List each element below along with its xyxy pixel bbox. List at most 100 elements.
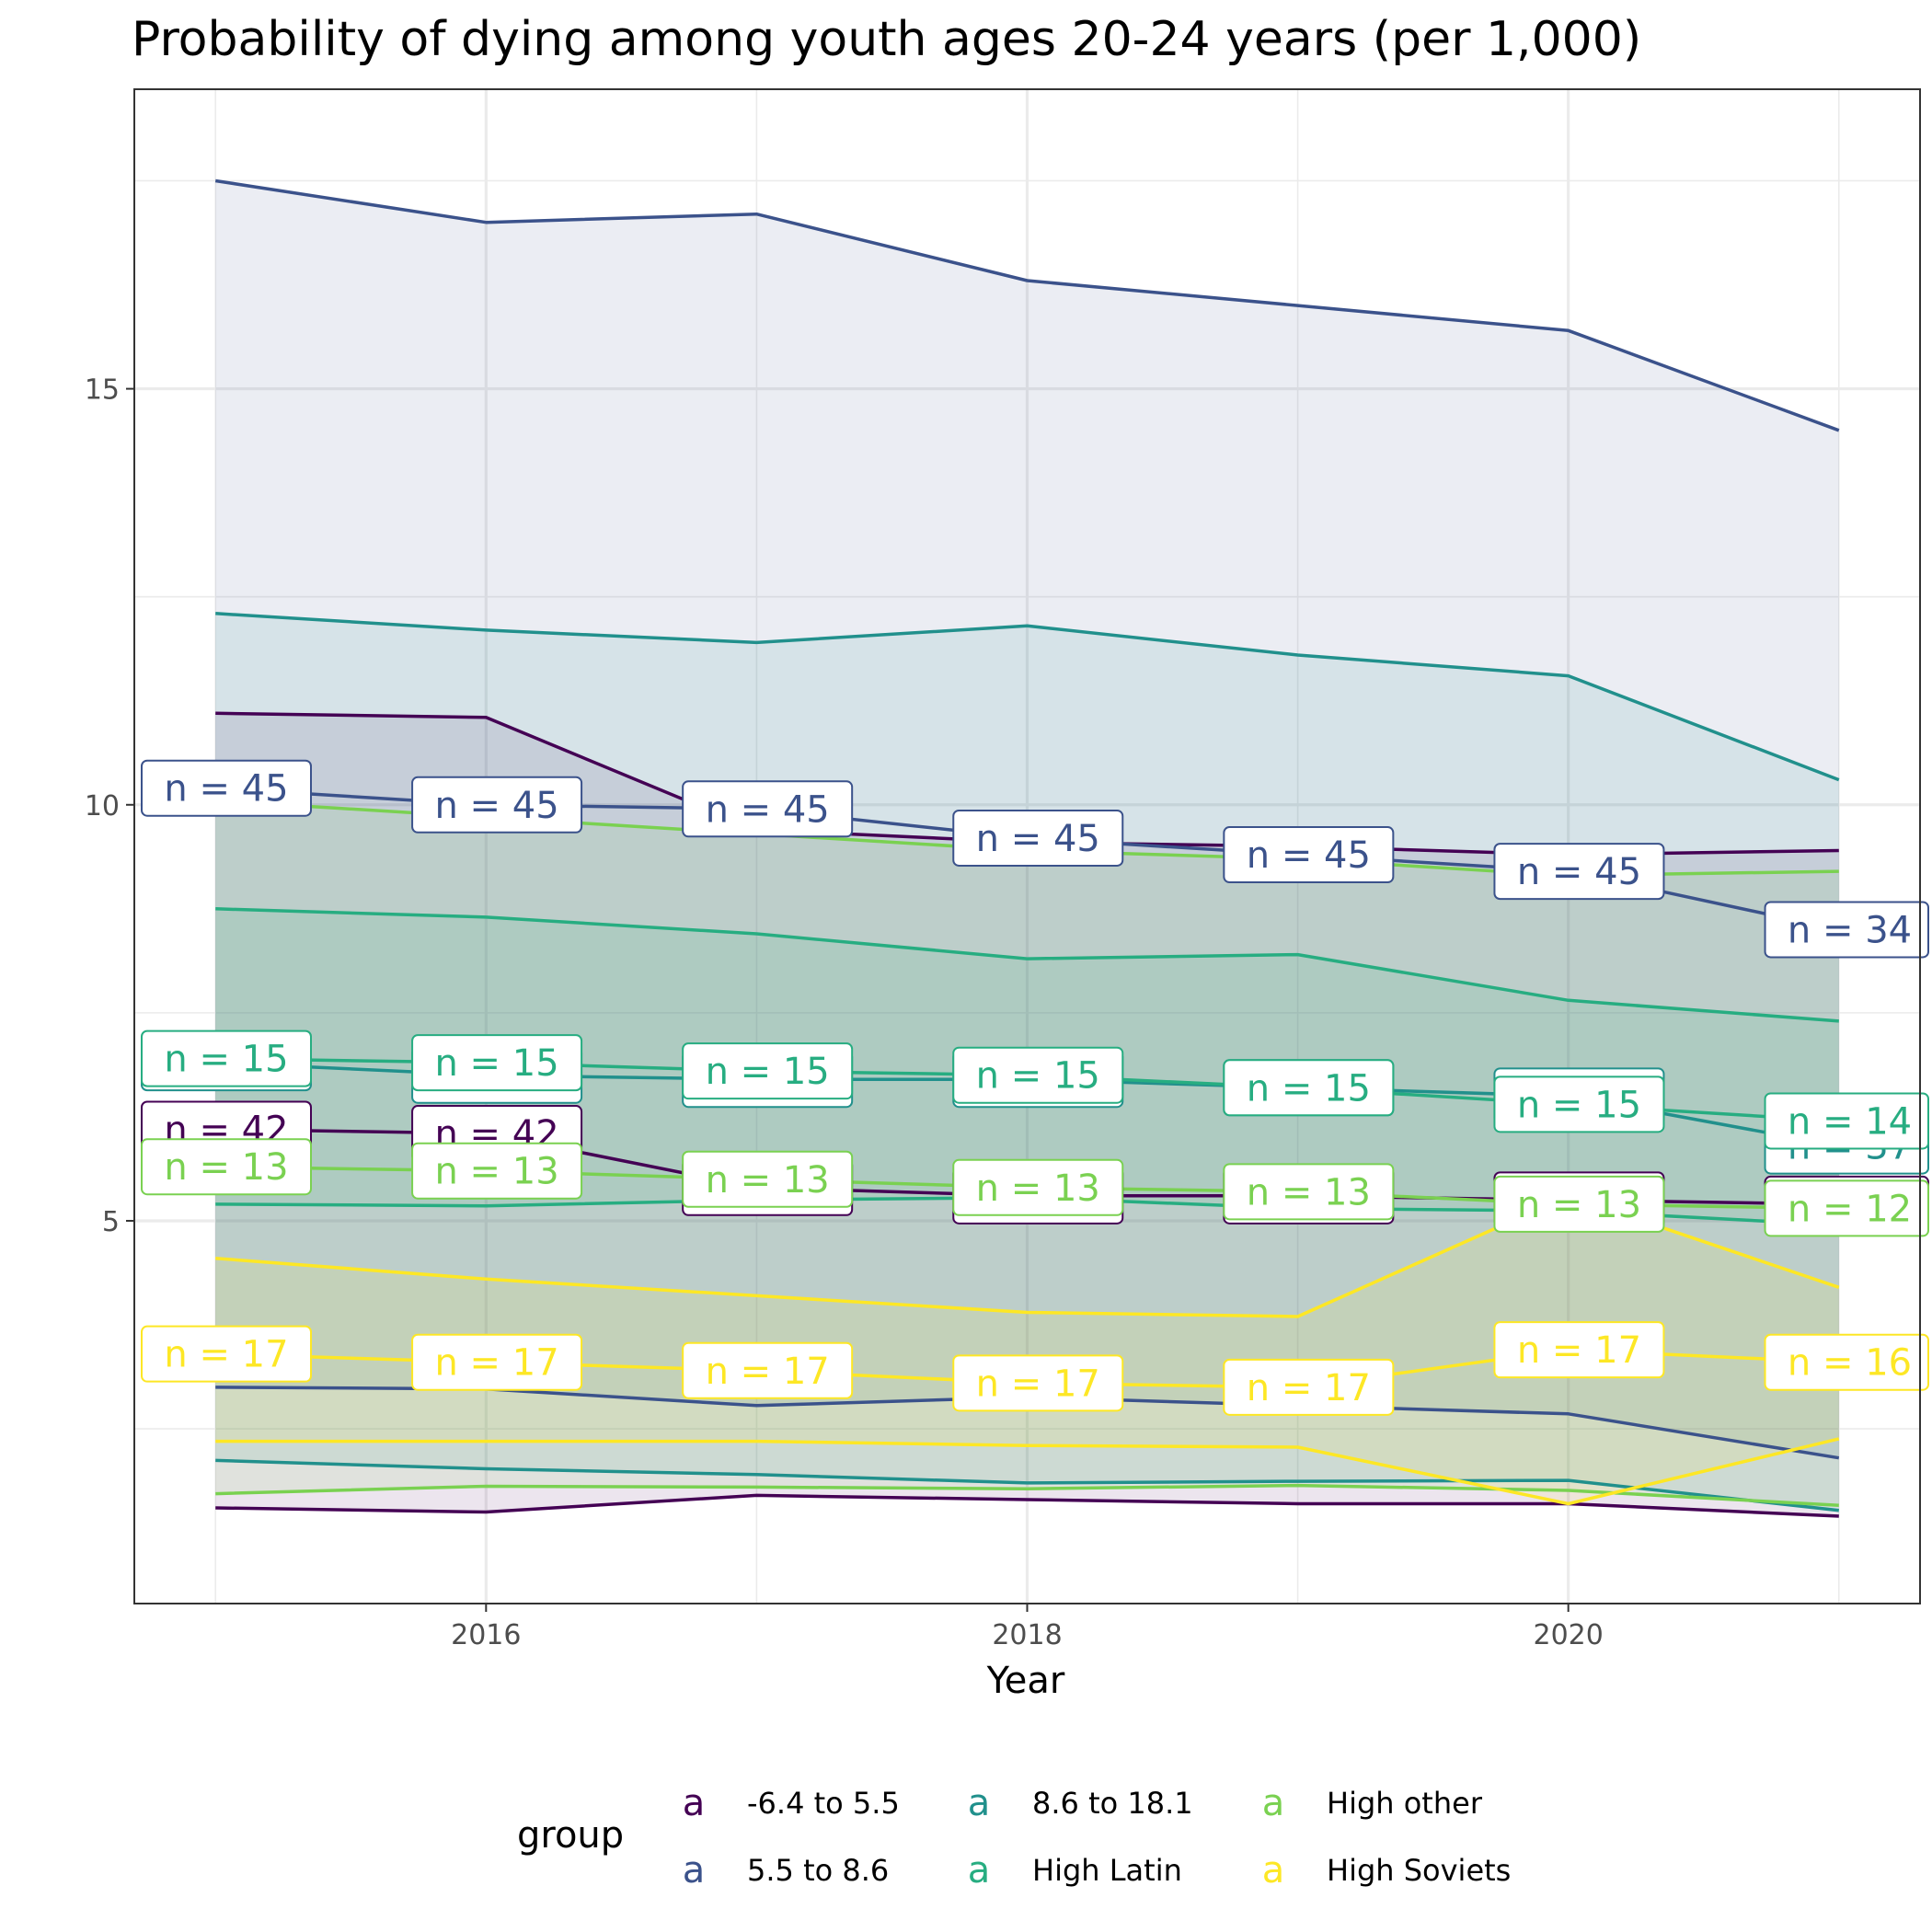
y-tick-label: 5 xyxy=(102,1206,120,1238)
data-label-box xyxy=(140,1138,312,1196)
data-label-box xyxy=(1493,843,1665,901)
data-label-box xyxy=(1764,1092,1930,1150)
legend-label: -6.4 to 5.5 xyxy=(747,1786,900,1821)
data-label: n = 45 xyxy=(1223,826,1395,884)
data-label-box xyxy=(1493,1075,1665,1133)
upper-line xyxy=(215,907,1839,1023)
data-label-text: n = 13 xyxy=(164,1146,288,1189)
data-label-text: n = 17 xyxy=(164,1334,288,1376)
data-label: n = 15 xyxy=(952,1046,1124,1104)
data-label-text: n = 17 xyxy=(976,1363,1100,1405)
data-label-text: n = 13 xyxy=(976,1167,1100,1210)
ribbon-band xyxy=(215,1195,1839,1504)
data-label-box xyxy=(1223,1358,1395,1416)
legend-item: a 8.6 to 18.1 xyxy=(968,1782,1193,1824)
data-label-box xyxy=(140,1029,312,1087)
data-label-text: n = 17 xyxy=(1517,1329,1641,1372)
data-label-box xyxy=(952,1158,1124,1216)
legend-label: High Soviets xyxy=(1327,1853,1511,1888)
data-label-box xyxy=(952,809,1124,867)
data-label: n = 15 xyxy=(682,1042,854,1100)
legend-item: a High Latin xyxy=(968,1849,1182,1892)
upper-line xyxy=(214,178,1840,432)
data-label-text: n = 15 xyxy=(1247,1067,1371,1110)
y-tick-label: 15 xyxy=(85,374,120,407)
data-label: n = 17 xyxy=(1223,1358,1395,1416)
chart-title: Probability of dying among youth ages 20… xyxy=(132,12,1641,67)
data-label: n = 15 xyxy=(1223,1059,1395,1117)
data-label: n = 13 xyxy=(411,1142,583,1200)
legend-key-glyph: a xyxy=(1262,1849,1285,1892)
data-label: n = 13 xyxy=(140,1138,312,1196)
data-label-box xyxy=(682,1150,854,1208)
legend-label: High Latin xyxy=(1032,1853,1182,1888)
data-label-text: n = 14 xyxy=(1788,1100,1912,1143)
data-label: n = 15 xyxy=(140,1029,312,1087)
data-label-text: n = 15 xyxy=(976,1055,1100,1098)
legend-key-glyph: a xyxy=(683,1782,706,1824)
legend-item: a -6.4 to 5.5 xyxy=(683,1782,900,1824)
data-label-text: n = 17 xyxy=(434,1342,558,1385)
data-label-text: n = 13 xyxy=(706,1159,830,1202)
data-label: n = 13 xyxy=(952,1158,1124,1216)
data-label-box xyxy=(682,1042,854,1100)
data-label-text: n = 45 xyxy=(706,788,830,831)
data-label-box xyxy=(1764,901,1930,959)
legend-label: High other xyxy=(1327,1786,1483,1821)
data-label: n = 17 xyxy=(682,1341,854,1399)
data-label-box xyxy=(411,1034,583,1092)
data-label-box xyxy=(1764,1333,1930,1391)
data-label-text: n = 16 xyxy=(1788,1342,1912,1385)
x-tick-label: 2018 xyxy=(992,1619,1062,1651)
data-label-box xyxy=(682,780,854,838)
legend-key-glyph: a xyxy=(968,1849,991,1892)
data-label: n = 17 xyxy=(411,1333,583,1391)
lower-line xyxy=(215,1437,1840,1506)
data-label-box xyxy=(952,1046,1124,1104)
data-label-box xyxy=(1223,826,1395,884)
data-label-box xyxy=(411,776,583,834)
data-label-box xyxy=(1764,1179,1930,1237)
data-label-text: n = 15 xyxy=(164,1039,288,1081)
lower-line xyxy=(215,1458,1839,1512)
data-label-text: n = 13 xyxy=(1247,1171,1371,1213)
data-label-text: n = 45 xyxy=(1517,851,1641,893)
data-label-box xyxy=(1223,1163,1395,1221)
data-label-box xyxy=(1493,1175,1665,1233)
data-label: n = 45 xyxy=(140,759,312,817)
data-label-text: n = 45 xyxy=(976,818,1100,860)
data-label: n = 13 xyxy=(1493,1175,1665,1233)
data-label: n = 17 xyxy=(140,1325,312,1383)
data-label-text: n = 17 xyxy=(1247,1367,1371,1409)
legend-key-glyph: a xyxy=(1262,1782,1285,1824)
data-label: n = 17 xyxy=(1493,1321,1665,1379)
data-label-text: n = 15 xyxy=(706,1051,830,1093)
x-tick-label: 2020 xyxy=(1534,1619,1604,1651)
data-label: n = 15 xyxy=(1493,1075,1665,1133)
data-label-text: n = 17 xyxy=(706,1351,830,1393)
data-label: n = 14 xyxy=(1764,1092,1930,1150)
data-label: n = 45 xyxy=(411,776,583,834)
data-label: n = 45 xyxy=(1493,843,1665,901)
data-label: n = 16 xyxy=(1764,1333,1930,1391)
legend-title: group xyxy=(517,1814,624,1857)
axis-layer: 2016 2018 2020 5 10 15 xyxy=(85,374,1604,1651)
data-label: n = 13 xyxy=(1223,1163,1395,1221)
y-tick-label: 10 xyxy=(85,790,120,822)
data-label: n = 45 xyxy=(682,780,854,838)
data-label: n = 17 xyxy=(952,1354,1124,1412)
data-label-text: n = 15 xyxy=(434,1042,558,1085)
legend-item: a High Soviets xyxy=(1262,1849,1512,1892)
data-label-box xyxy=(140,1325,312,1383)
data-label-box xyxy=(411,1333,583,1391)
legend-item: a 5.5 to 8.6 xyxy=(683,1849,890,1892)
data-label-box xyxy=(952,1354,1124,1412)
data-label-text: n = 45 xyxy=(164,768,288,811)
ribbon-band xyxy=(215,713,1839,1516)
data-label: n = 45 xyxy=(952,809,1124,867)
data-label: n = 15 xyxy=(411,1034,583,1092)
x-axis-title: Year xyxy=(986,1660,1065,1702)
label-layer: n = 42n = 42n = 42n = 42n = 42n = 42n = … xyxy=(140,759,1930,1416)
data-label-box xyxy=(1493,1321,1665,1379)
